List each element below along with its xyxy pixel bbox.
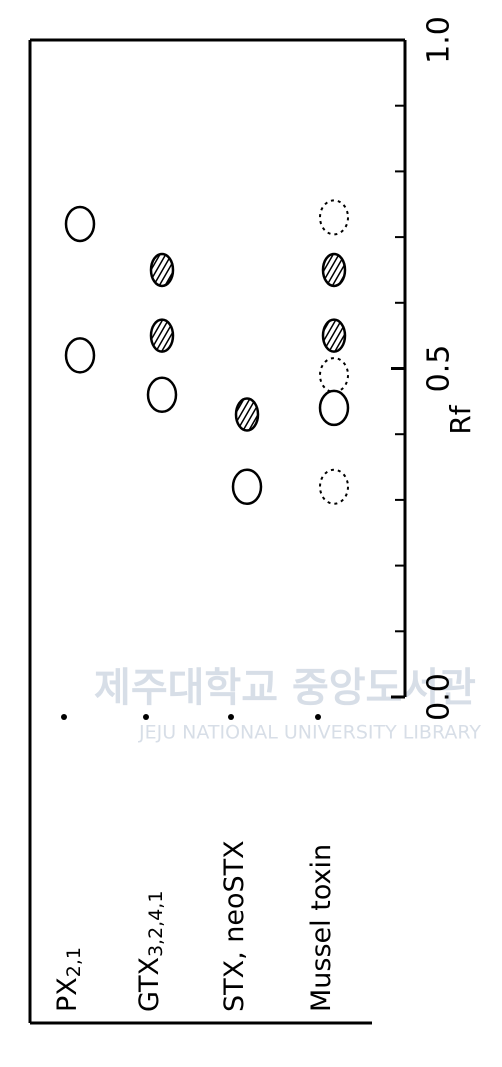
watermark-subtitle: JEJU NATIONAL UNIVERSITY LIBRARY xyxy=(138,722,481,744)
frame xyxy=(28,38,405,1025)
spot xyxy=(64,337,96,374)
origin-dot xyxy=(228,714,234,720)
spot xyxy=(321,252,347,288)
lane-subscript: 3,2,4,1 xyxy=(145,891,167,957)
tick-label: 0.0 xyxy=(422,673,457,721)
lane-label: GTX3,2,4,1 xyxy=(134,891,167,1012)
spot xyxy=(318,389,350,427)
lane-name: STX, neoSTX xyxy=(219,840,250,1012)
tick-label: 1.0 xyxy=(422,16,457,64)
lane-label: PX2,1 xyxy=(52,947,85,1012)
spot xyxy=(146,376,178,414)
spot xyxy=(321,318,347,353)
origin-dot xyxy=(143,714,149,720)
lane-name: GTX xyxy=(134,957,165,1012)
spot xyxy=(64,205,96,243)
lane-name: PX xyxy=(52,977,83,1012)
origin-dot xyxy=(61,714,67,720)
spot xyxy=(231,468,263,506)
spot xyxy=(149,318,175,353)
tick-label: 0.5 xyxy=(422,345,457,393)
watermark-title: 제주대학교 중앙도서관 xyxy=(94,665,476,711)
axis-label: Rf xyxy=(444,404,477,434)
lane-name: Mussel toxin xyxy=(306,844,337,1012)
spot xyxy=(149,252,175,288)
lane-label: Mussel toxin xyxy=(306,844,337,1012)
origin-dot xyxy=(315,714,321,720)
spot xyxy=(319,199,349,236)
spot xyxy=(234,397,260,432)
spot xyxy=(319,468,349,505)
lane-label: STX, neoSTX xyxy=(219,840,250,1012)
spot xyxy=(319,357,349,394)
lane-subscript: 2,1 xyxy=(63,947,85,977)
